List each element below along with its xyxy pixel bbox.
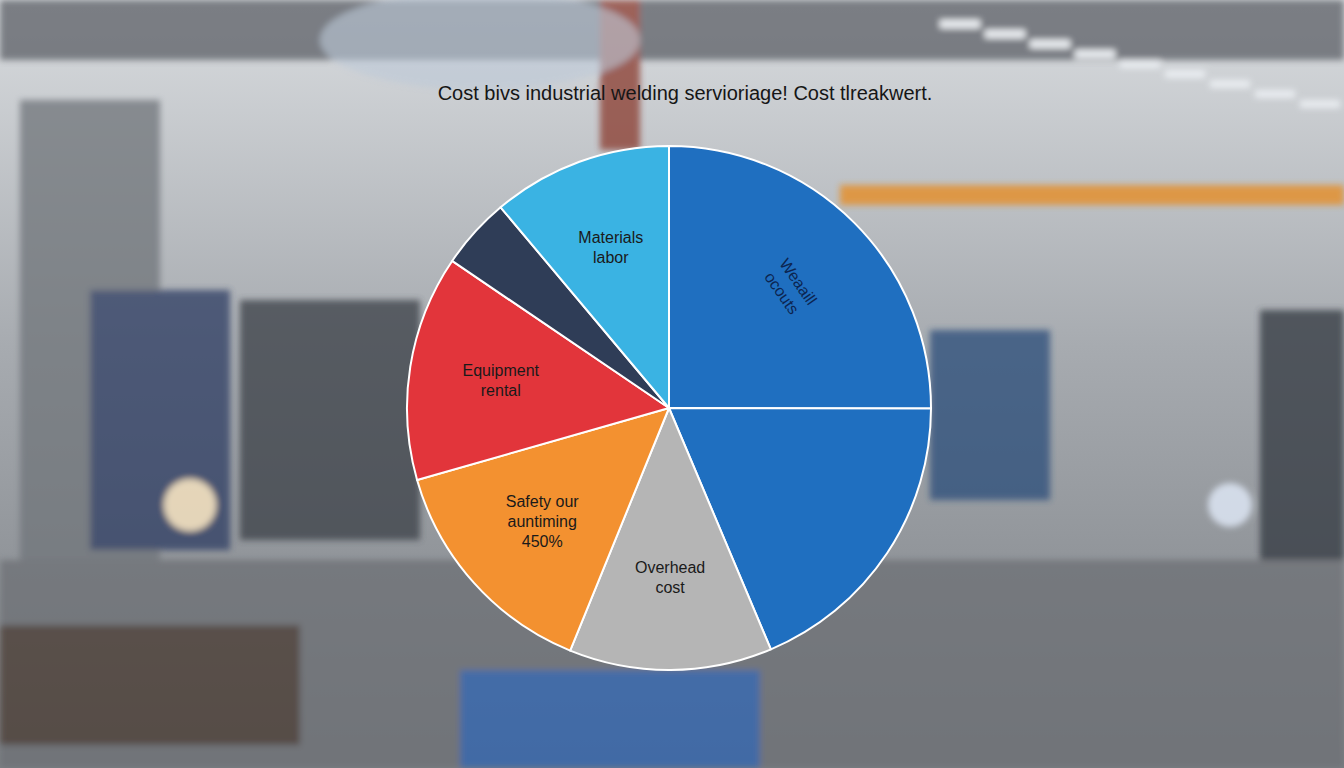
slice-label-line: Safety our [506, 493, 580, 510]
slice-label-line: Overhead [635, 559, 705, 576]
spark [1208, 483, 1252, 527]
slice-label: Overhead cost [635, 559, 705, 596]
ceiling-light [1030, 40, 1070, 48]
slice-label-line: Equipment [463, 362, 540, 379]
slices [407, 146, 931, 670]
ceiling-light [1255, 90, 1295, 98]
slice-label: Equipment rental [463, 362, 540, 399]
slice-label-line: ocouts [761, 269, 802, 317]
slice-label-line: auntiming [508, 513, 577, 530]
spark [164, 479, 216, 531]
slice-label-line: cost [655, 579, 685, 596]
slice-labels: Weaaillocouts Overhead cost Safety our aunti… [463, 229, 820, 596]
crane-beam [840, 185, 1344, 205]
slice-label-line: Materials [578, 229, 643, 246]
ceiling-light [1300, 100, 1340, 108]
ceiling-light [1120, 60, 1160, 68]
cart [460, 670, 760, 768]
ceiling-light [940, 20, 980, 28]
chart: Cost bivs industrial welding servioriage… [0, 0, 1344, 768]
machine [930, 330, 1050, 500]
machine [240, 300, 420, 540]
smoke [320, 0, 640, 90]
slice-label: Safety our auntiming 450% [506, 493, 580, 550]
slice-label-line: labor [593, 249, 629, 266]
slice-label: Weaaillocouts [760, 255, 820, 319]
ceiling-light [985, 30, 1025, 38]
machine [90, 290, 230, 550]
background-scene [0, 0, 1344, 768]
ceiling-light [1165, 70, 1205, 78]
ceiling-light [1075, 50, 1115, 58]
title: Cost bivs industrial welding servioriage… [438, 82, 933, 104]
slice-label: Materials labor [578, 229, 643, 266]
ceiling-light [1210, 80, 1250, 88]
background [0, 0, 1344, 768]
ceiling [0, 0, 1344, 60]
steel-plate [0, 625, 300, 745]
slice-label-line: 450% [522, 533, 563, 550]
slice-label-line: rental [481, 382, 521, 399]
pie-slice [669, 146, 931, 408]
